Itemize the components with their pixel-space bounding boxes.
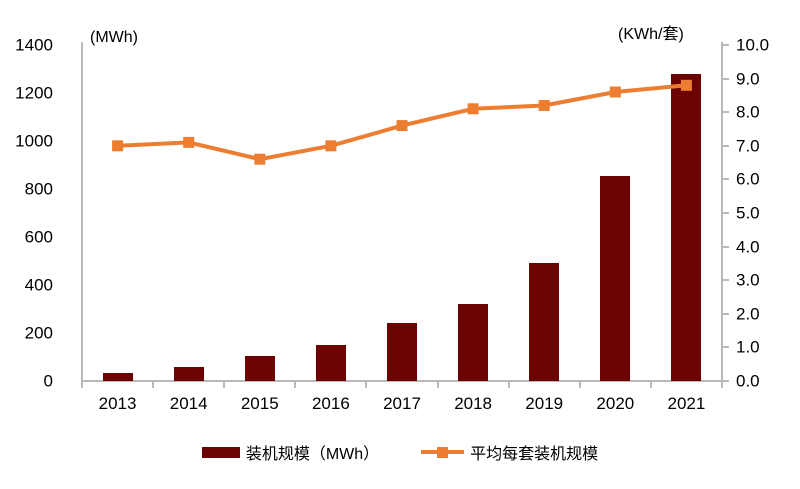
x-axis-category-label: 2021 xyxy=(667,394,706,413)
line-legend-swatch xyxy=(421,446,465,458)
left-axis-line xyxy=(81,42,83,382)
bar-legend-swatch xyxy=(201,446,240,458)
y-axis-tick-label-right: 0.0 xyxy=(736,371,760,391)
bar xyxy=(173,366,204,381)
y-axis-tick-label-right: 1.0 xyxy=(736,337,760,357)
line-data-marker xyxy=(112,140,124,152)
legend-item-line: 平均每套装机规模 xyxy=(421,440,598,464)
right-axis-tick xyxy=(722,346,729,349)
y-axis-tick-label-left: 400 xyxy=(24,275,53,295)
x-axis-category-label: 2015 xyxy=(240,394,279,413)
y-axis-tick-label-left: 1000 xyxy=(15,131,53,151)
y-axis-tick-label-left: 600 xyxy=(24,227,53,247)
right-axis-tick xyxy=(722,178,729,181)
x-axis-line xyxy=(81,380,723,382)
line-data-marker xyxy=(325,140,337,152)
right-axis-tick xyxy=(722,380,729,382)
y-axis-tick-label-left: 1200 xyxy=(15,83,53,103)
y-axis-tick-label-left: 200 xyxy=(24,323,53,343)
x-axis-tick xyxy=(365,382,368,388)
line-data-marker xyxy=(183,136,195,148)
x-axis-tick xyxy=(578,382,581,388)
bar xyxy=(671,73,702,381)
legend-item-bar: 装机规模（MWh） xyxy=(201,440,380,464)
bar xyxy=(458,304,489,381)
y-axis-tick-label-right: 9.0 xyxy=(736,69,760,89)
x-axis-tick xyxy=(436,382,439,388)
x-axis-tick xyxy=(721,382,723,388)
x-axis-category-label: 2018 xyxy=(454,394,493,413)
x-axis-tick xyxy=(223,382,226,388)
y-axis-tick-label-right: 2.0 xyxy=(736,304,760,324)
x-axis-category-label: 2020 xyxy=(596,394,635,413)
x-axis-tick xyxy=(81,382,83,388)
x-axis-category-label: 2014 xyxy=(169,394,208,413)
y-axis-tick-label-left: 0 xyxy=(43,371,53,391)
right-axis-tick xyxy=(722,312,729,315)
x-axis-tick xyxy=(507,382,510,388)
left-axis-unit-label: (MWh) xyxy=(90,29,138,46)
x-axis-tick xyxy=(294,382,297,388)
bar xyxy=(315,345,346,381)
right-axis-tick xyxy=(722,44,729,46)
line-marker-icon xyxy=(437,446,449,458)
line-data-marker xyxy=(396,120,408,132)
bar xyxy=(244,355,275,381)
line-data-marker xyxy=(254,153,266,165)
bar xyxy=(102,372,133,381)
line-path xyxy=(117,83,687,162)
x-axis-category-label: 2016 xyxy=(311,394,350,413)
y-axis-tick-label-right: 10.0 xyxy=(736,35,770,55)
right-axis-tick xyxy=(722,144,729,147)
y-axis-tick-label-right: 8.0 xyxy=(736,102,760,122)
right-axis-tick xyxy=(722,279,729,282)
right-axis-tick xyxy=(722,111,729,114)
y-axis-tick-label-right: 4.0 xyxy=(736,237,760,257)
right-axis-unit-label: (KWh/套) xyxy=(618,26,684,43)
bar xyxy=(529,263,560,381)
right-axis-tick xyxy=(722,77,729,80)
legend-label-line: 平均每套装机规模 xyxy=(470,446,599,463)
x-axis-category-label: 2013 xyxy=(98,394,137,413)
x-axis-tick xyxy=(152,382,155,388)
right-axis-tick xyxy=(722,212,729,214)
x-axis-tick xyxy=(649,382,652,388)
bar xyxy=(600,175,631,381)
line-data-marker xyxy=(538,100,550,111)
y-axis-tick-label-right: 7.0 xyxy=(736,136,760,156)
y-axis-tick-label-left: 1400 xyxy=(15,35,53,55)
legend-label-bar: 装机规模（MWh） xyxy=(245,446,380,463)
y-axis-tick-label-right: 3.0 xyxy=(736,270,760,290)
x-axis-category-label: 2019 xyxy=(525,394,564,413)
y-axis-tick-label-left: 800 xyxy=(24,179,53,199)
x-axis-category-label: 2017 xyxy=(383,394,421,413)
right-axis-tick xyxy=(722,245,729,248)
bar xyxy=(387,323,417,381)
line-data-marker xyxy=(609,86,621,98)
legend: 装机规模（MWh） 平均每套装机规模 xyxy=(0,440,800,464)
line-data-marker xyxy=(467,103,479,115)
y-axis-tick-label-right: 5.0 xyxy=(736,203,760,223)
y-axis-tick-label-right: 6.0 xyxy=(736,169,760,189)
